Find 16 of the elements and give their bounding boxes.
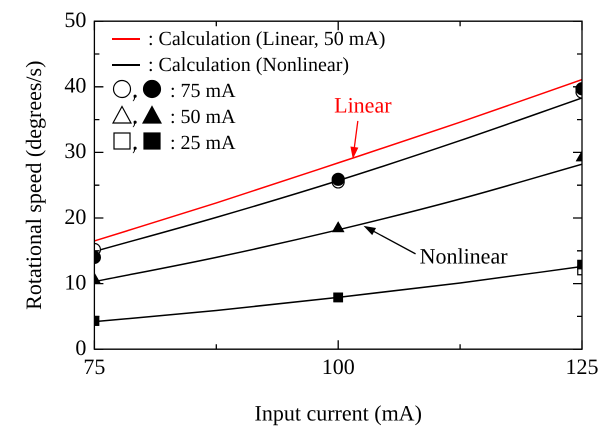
annotation: Linear (334, 92, 392, 118)
legend-label: : Calculation (Linear, 50 mA) (148, 28, 386, 50)
y-tick-label: 40 (64, 72, 86, 98)
legend-label: : 50 mA (170, 106, 236, 128)
x-tick-label: 100 (322, 354, 355, 380)
annotation: Nonlinear (420, 244, 508, 269)
y-tick-label: 50 (64, 6, 86, 32)
x-tick-label: 125 (566, 354, 598, 380)
legend-label: : Calculation (Nonlinear) (148, 54, 350, 76)
x-axis-title: Input current (mA) (254, 400, 422, 426)
legend-label: : 75 mA (170, 80, 236, 102)
y-tick-label: 10 (64, 269, 86, 294)
y-tick-label: 20 (64, 204, 86, 229)
y-tick-label: 30 (64, 138, 86, 164)
legend-label: : 25 mA (170, 132, 236, 154)
y-axis-title: Rotational speed (degrees/s) (20, 60, 46, 310)
